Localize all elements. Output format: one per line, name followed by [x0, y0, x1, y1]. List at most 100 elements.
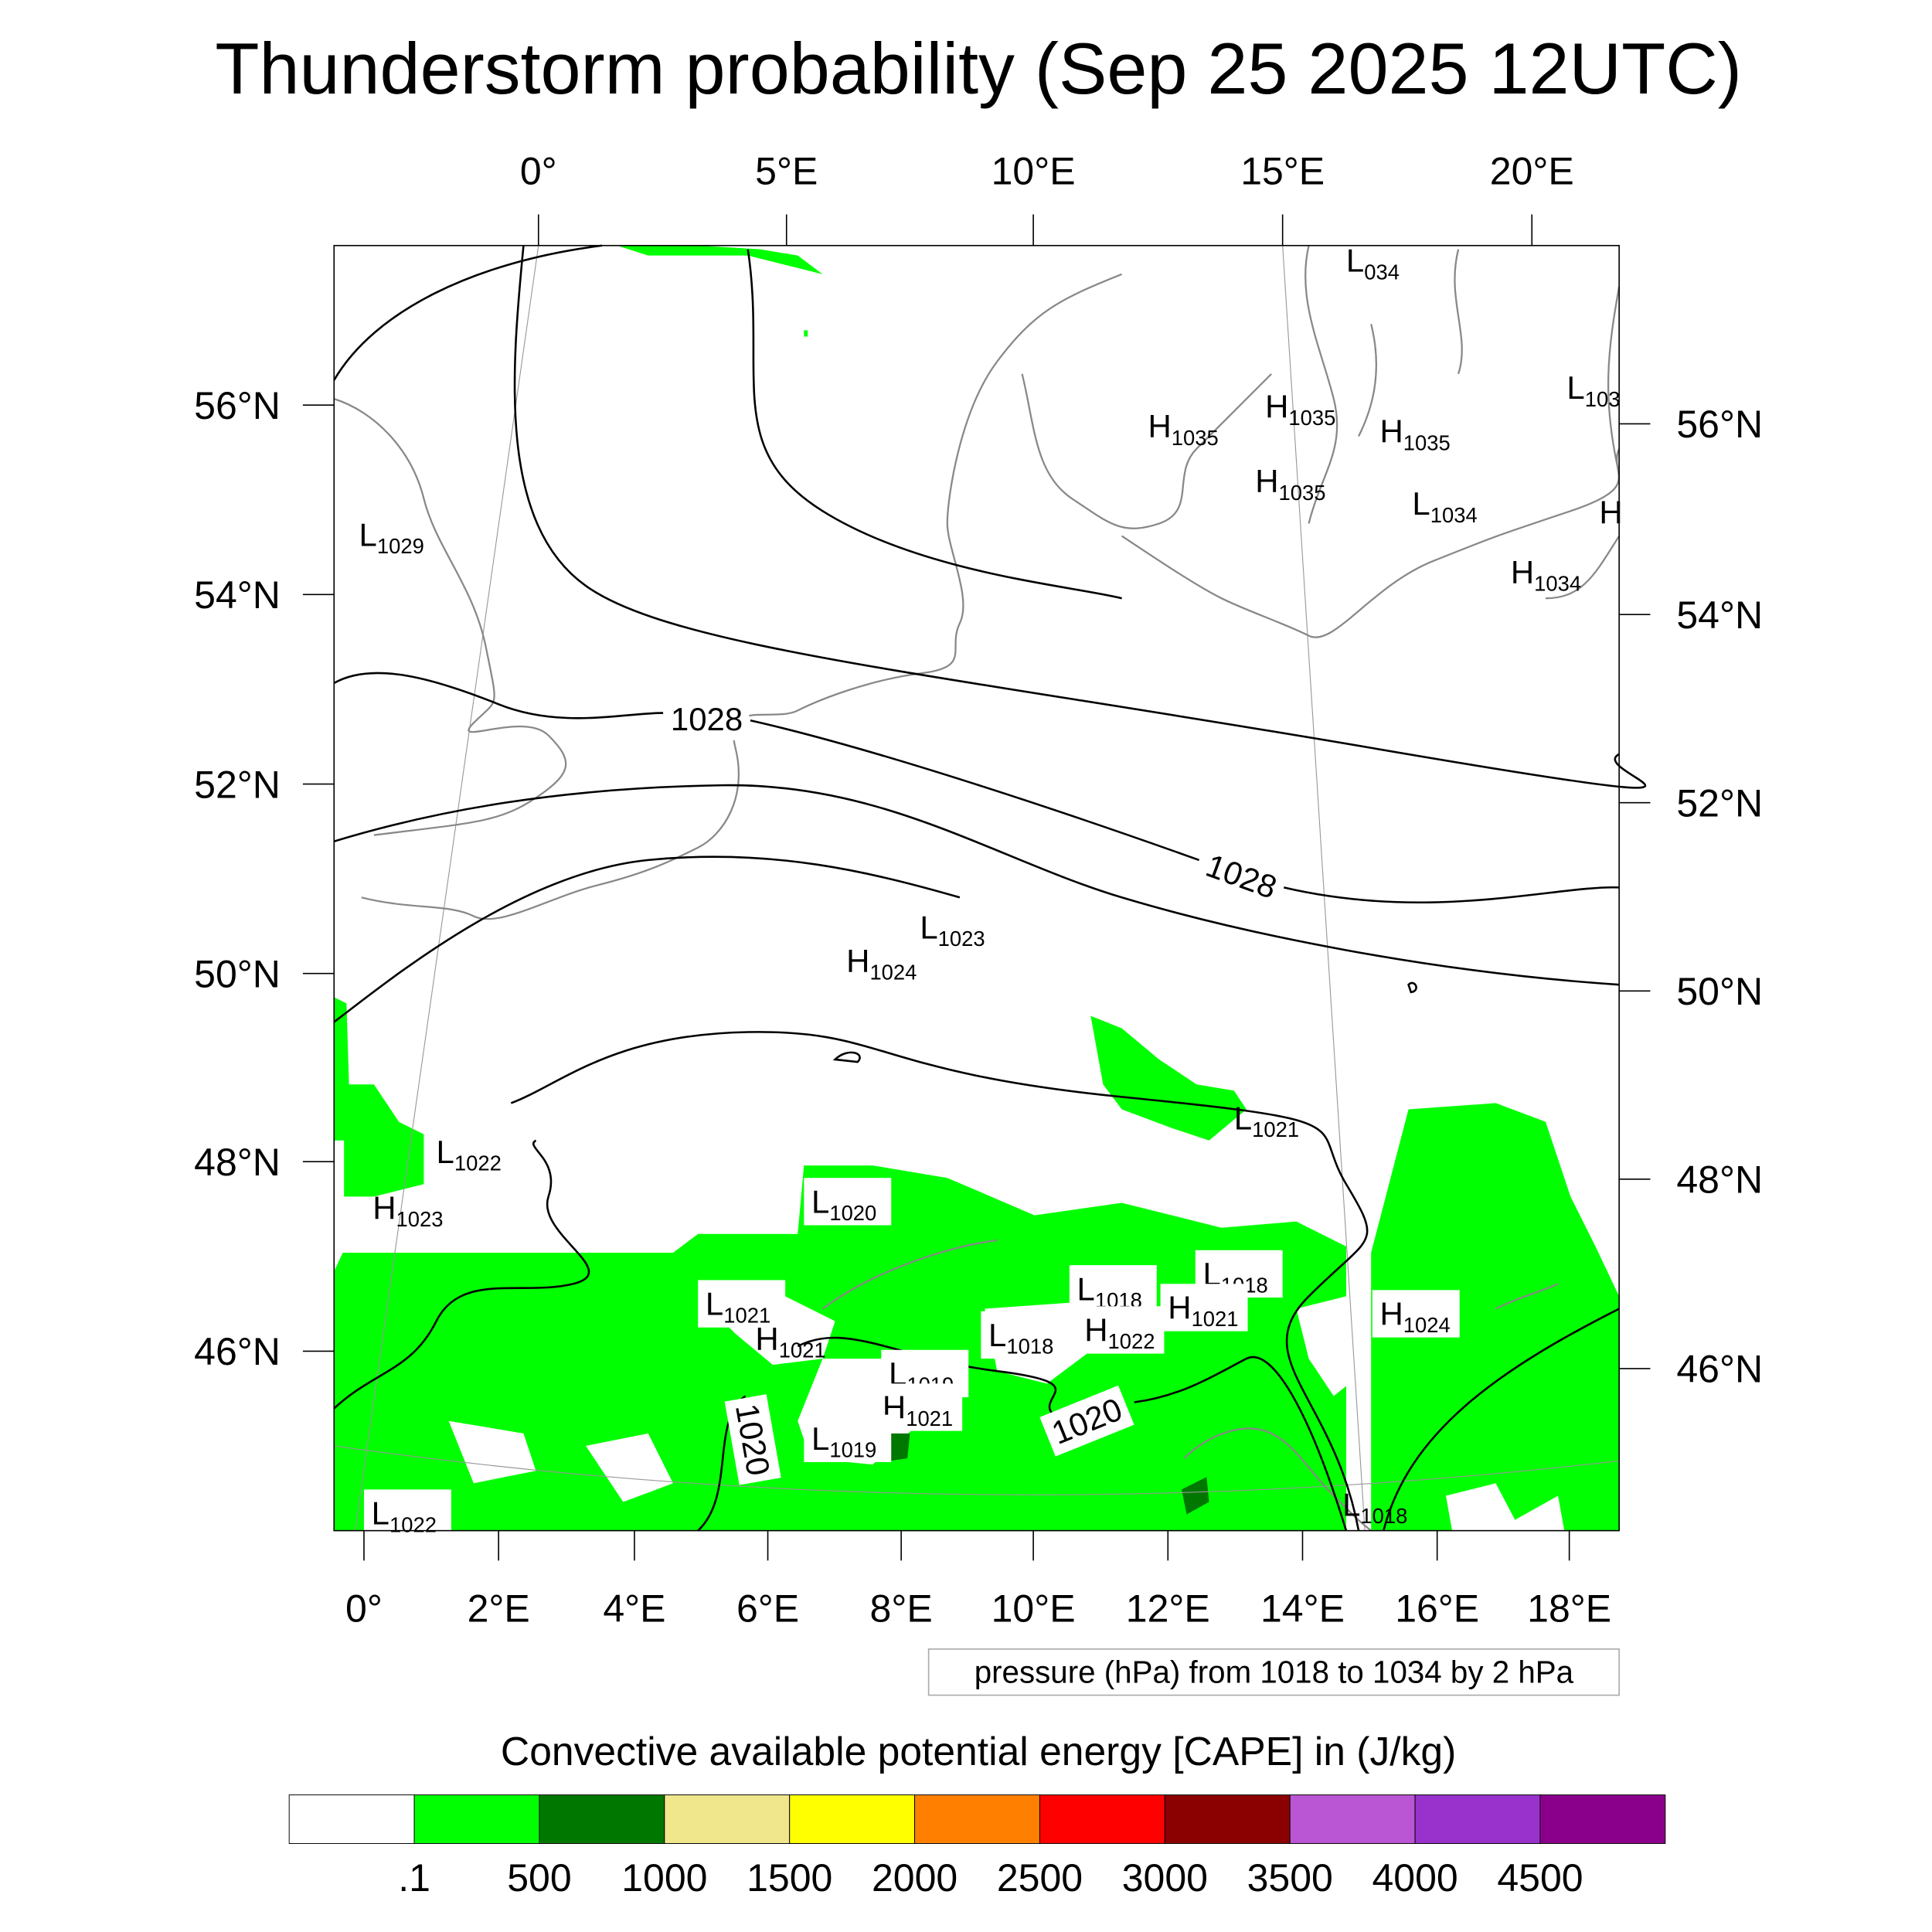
center-type: L — [889, 1355, 906, 1392]
center-value: 1022 — [454, 1151, 502, 1175]
right-lat-label: 50°N — [1676, 970, 1763, 1013]
high-pressure-label: H1024 — [846, 943, 917, 985]
bottom-lon-label: 6°E — [736, 1587, 799, 1630]
center-value: 1035 — [1278, 481, 1325, 505]
low-pressure-label: L1029 — [359, 516, 424, 558]
colorbar-label: 2500 — [997, 1856, 1083, 1900]
svg-text:L1020: L1020 — [811, 1183, 876, 1225]
center-value: 1021 — [1252, 1117, 1299, 1141]
center-type: L — [1202, 1256, 1220, 1292]
low-pressure-label: L1018 — [1342, 1486, 1407, 1528]
contour-label: 1020 — [724, 1394, 781, 1485]
right-lat-label: 54°N — [1676, 594, 1763, 637]
top-lon-label: 5°E — [755, 150, 818, 193]
svg-text:H1021: H1021 — [883, 1389, 953, 1430]
svg-text:L103: L103 — [1566, 369, 1620, 411]
center-value: 1022 — [1108, 1329, 1155, 1353]
low-pressure-label: L103 — [1566, 369, 1620, 411]
low-pressure-label: L034 — [1346, 243, 1400, 284]
high-pressure-label: H1035 — [1379, 413, 1450, 455]
center-type: H — [372, 1189, 396, 1226]
svg-text:H1023: H1023 — [372, 1189, 443, 1231]
colorbar-swatch — [1164, 1794, 1291, 1844]
svg-text:L1018: L1018 — [988, 1317, 1053, 1359]
high-pressure-label: H1024 — [1372, 1290, 1460, 1338]
center-value: 1021 — [906, 1406, 953, 1430]
bottom-lon-label: 10°E — [992, 1587, 1076, 1630]
center-value: 1034 — [1430, 503, 1478, 527]
colorbar-label: 500 — [507, 1856, 571, 1900]
low-pressure-label: L1020 — [804, 1178, 892, 1226]
colorbar-swatch — [1414, 1794, 1541, 1844]
pressure-contours — [333, 244, 1647, 1532]
contour-info-box: pressure (hPa) from 1018 to 1034 by 2 hP… — [927, 1648, 1620, 1696]
center-type: L — [1346, 243, 1364, 279]
colorbar-swatch — [789, 1794, 916, 1844]
top-lon-label: 0° — [520, 150, 557, 193]
colorbar-label: 2000 — [872, 1856, 957, 1900]
center-value: 1022 — [389, 1512, 437, 1536]
svg-text:H1035: H1035 — [1255, 463, 1325, 505]
left-lat-label: 46°N — [194, 1330, 281, 1373]
center-value: 1029 — [377, 534, 424, 558]
bottom-lon-label: 14°E — [1260, 1587, 1345, 1630]
top-lon-label: 15°E — [1240, 150, 1325, 193]
center-value: 1024 — [869, 961, 917, 985]
center-type: L — [437, 1134, 454, 1170]
high-pressure-label: H1023 — [372, 1189, 443, 1231]
high-pressure-label: H1021 — [755, 1321, 825, 1362]
center-type: L — [1077, 1270, 1095, 1307]
left-lat-label: 48°N — [194, 1141, 281, 1184]
center-type: L — [372, 1495, 389, 1532]
low-pressure-label: L1023 — [920, 910, 985, 951]
center-value: 1023 — [396, 1207, 444, 1231]
colorbar: .1 500 1000 1500 2000 2500 3000 3500 4000 4500 — [288, 1794, 1666, 1900]
top-lon-label: 10°E — [992, 150, 1076, 193]
svg-text:H1035: H1035 — [1265, 388, 1335, 430]
right-lat-label: 52°N — [1676, 781, 1763, 825]
map-frame — [333, 244, 1620, 1532]
svg-text:L1021: L1021 — [1234, 1100, 1299, 1141]
center-type: H — [755, 1321, 778, 1357]
right-lat-label: 56°N — [1676, 403, 1763, 446]
colorbar-swatch — [1039, 1794, 1165, 1844]
svg-text:L1022: L1022 — [437, 1134, 502, 1175]
low-pressure-label: L1022 — [363, 1489, 451, 1537]
center-type: H — [1168, 1289, 1191, 1325]
center-type: H — [1511, 554, 1534, 590]
colorbar-swatch — [413, 1794, 540, 1844]
center-value: 1021 — [779, 1338, 826, 1362]
left-lat-label: 52°N — [194, 763, 281, 806]
low-pressure-label: L1021 — [1234, 1100, 1299, 1141]
svg-text:H1035: H1035 — [1379, 413, 1450, 455]
center-value: 1021 — [1192, 1307, 1239, 1331]
contour-label-text: 1028 — [671, 701, 743, 737]
colorbar-swatch — [1539, 1794, 1666, 1844]
bottom-lon-label: 12°E — [1126, 1587, 1210, 1630]
svg-text:L1023: L1023 — [920, 910, 985, 951]
contour-info-text: pressure (hPa) from 1018 to 1034 by 2 hP… — [975, 1654, 1574, 1689]
top-lon-label: 20°E — [1490, 150, 1574, 193]
center-value: 1021 — [723, 1303, 770, 1327]
center-value: 1024 — [1403, 1313, 1451, 1337]
graticule — [334, 245, 1620, 1531]
contour-label: 1028 — [664, 698, 750, 741]
center-value: 1018 — [1360, 1504, 1407, 1528]
colorbar-label: 3500 — [1247, 1856, 1333, 1900]
center-value: 1019 — [829, 1437, 876, 1461]
center-type: L — [811, 1183, 829, 1219]
map-axes: 0° 5°E 10°E 15°E 20°E 0° 2°E 4°E 6°E 8°E 10°E 12°E 1… — [194, 150, 1763, 1631]
center-type: H — [1379, 413, 1403, 450]
low-pressure-label: L1018 — [981, 1311, 1069, 1359]
center-value: 103 — [1585, 387, 1621, 411]
center-type: L — [706, 1286, 723, 1322]
bottom-lon-label: 8°E — [870, 1587, 933, 1630]
colorbar-label: 1500 — [747, 1856, 832, 1900]
high-pressure-label: H1021 — [1160, 1284, 1248, 1332]
high-pressure-label: H1035 — [1255, 463, 1325, 505]
bottom-lon-label: 0° — [345, 1587, 383, 1630]
svg-text:L1034: L1034 — [1412, 485, 1477, 527]
center-value: 1034 — [1534, 572, 1581, 596]
